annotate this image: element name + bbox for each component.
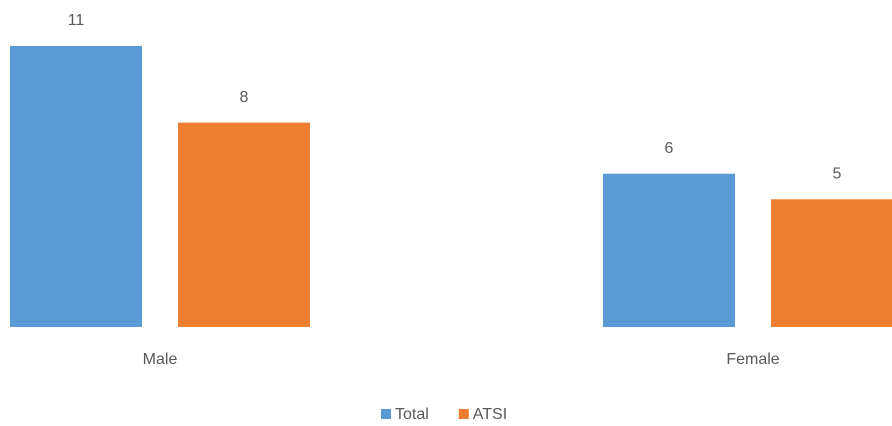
data-label: 11: [68, 12, 85, 29]
x-tick-label: Male: [143, 351, 178, 368]
data-label: 8: [240, 89, 249, 106]
bar: [603, 173, 735, 327]
bar: [178, 122, 310, 328]
data-label: 6: [665, 140, 674, 157]
legend-label: Total: [395, 406, 429, 423]
legend-label: ATSI: [473, 406, 507, 423]
data-label: 5: [833, 165, 842, 182]
bar: [10, 46, 142, 327]
bar: [771, 199, 892, 327]
legend-swatch: [381, 409, 391, 419]
legend-swatch: [458, 409, 469, 419]
x-tick-label: Female: [726, 351, 779, 368]
